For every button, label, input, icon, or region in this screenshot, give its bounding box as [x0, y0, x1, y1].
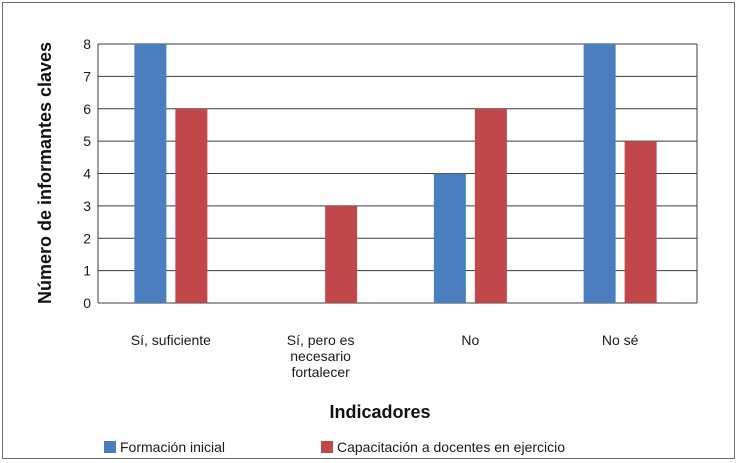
bar-capacitacion-docentes — [325, 205, 358, 303]
legend-label: Capacitación a docentes en ejercicio — [337, 439, 565, 455]
y-tick-label: 0 — [83, 295, 91, 311]
legend-swatch — [104, 441, 116, 453]
chart-frame — [2, 2, 735, 459]
x-category-labels: Sí, suficiente Sí, pero es necesario fortal… — [131, 332, 639, 380]
bar-capacitacion-docentes — [624, 141, 657, 303]
x-category-label: Sí, pero es necesario fortalecer — [287, 332, 355, 380]
bars — [134, 44, 657, 303]
x-category-label: No sé — [602, 332, 639, 348]
y-tick-label: 4 — [83, 166, 91, 182]
x-axis-title: Indicadores — [329, 402, 430, 422]
y-tick-label: 3 — [83, 198, 91, 214]
y-tick-label: 2 — [83, 230, 91, 246]
y-tick-label: 6 — [83, 101, 91, 117]
y-tick-label: 8 — [83, 36, 91, 52]
bar-formacion-inicial — [134, 44, 167, 303]
legend: Formación inicial Capacitación a docentes… — [104, 439, 565, 455]
x-category-label: No — [461, 332, 479, 348]
bar-formacion-inicial — [583, 44, 616, 303]
bar-capacitacion-docentes — [474, 108, 507, 303]
legend-swatch — [321, 441, 333, 453]
y-axis-title: Número de informantes claves — [35, 42, 55, 304]
y-tick-label: 7 — [83, 68, 91, 84]
y-tick-label: 5 — [83, 133, 91, 149]
y-tick-labels: 0 1 2 3 4 5 6 7 8 — [83, 36, 91, 311]
bar-formacion-inicial — [433, 173, 466, 303]
y-tick-label: 1 — [83, 263, 91, 279]
legend-label: Formación inicial — [120, 439, 225, 455]
x-category-label: Sí, suficiente — [131, 332, 211, 348]
bar-capacitacion-docentes — [175, 108, 208, 303]
